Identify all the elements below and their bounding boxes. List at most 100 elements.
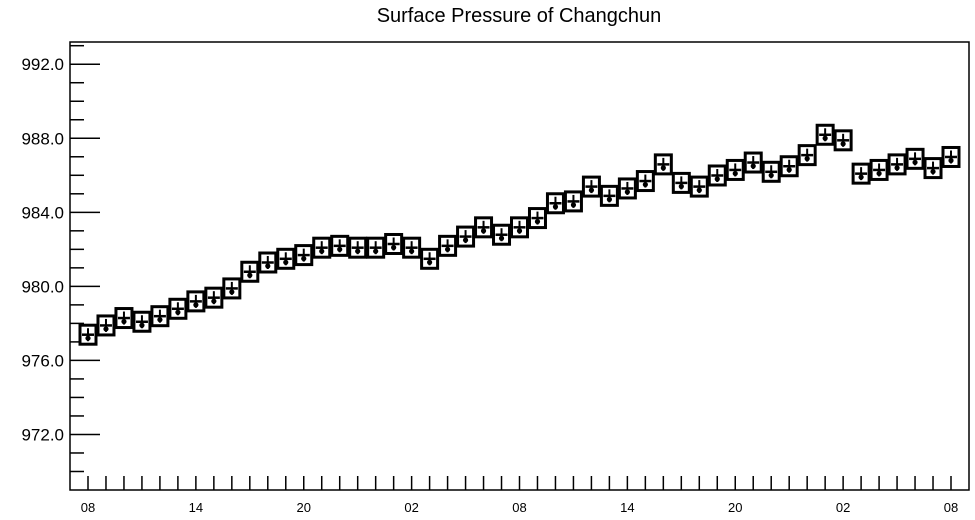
data-point xyxy=(150,305,170,328)
data-point xyxy=(276,247,296,270)
data-point xyxy=(671,171,691,194)
marker-dot xyxy=(462,237,469,243)
data-point xyxy=(186,290,206,313)
marker-dot xyxy=(876,170,882,177)
y-tick-label: 976.0 xyxy=(21,351,64,370)
x-tick-label: 14 xyxy=(189,500,203,515)
plot-frame xyxy=(69,41,970,491)
marker-dot xyxy=(588,187,595,193)
marker-dot xyxy=(732,170,738,177)
data-point xyxy=(222,277,242,300)
data-point xyxy=(527,207,547,230)
data-point xyxy=(851,162,871,185)
data-point xyxy=(707,164,727,187)
y-axis: 992.0 988.0 984.0 980.0 976.0 972.0 xyxy=(21,44,100,473)
marker-dot xyxy=(822,135,828,141)
data-point xyxy=(402,236,422,259)
marker-dot xyxy=(552,204,559,210)
x-tick-label: 02 xyxy=(836,500,850,515)
data-point xyxy=(312,236,332,259)
data-point xyxy=(492,223,512,246)
marker-dot xyxy=(265,263,271,269)
marker-dot xyxy=(427,259,433,265)
data-point xyxy=(635,170,655,193)
data-point xyxy=(725,158,745,181)
data-point xyxy=(761,160,781,183)
marker-dot xyxy=(373,248,379,254)
data-markers xyxy=(78,123,961,346)
marker-dot xyxy=(283,259,289,265)
data-point xyxy=(617,177,637,200)
data-point xyxy=(869,158,889,181)
data-point xyxy=(330,234,350,257)
data-point xyxy=(240,260,260,283)
data-point xyxy=(779,155,799,178)
marker-dot xyxy=(157,317,163,323)
marker-dot xyxy=(930,168,936,175)
y-tick-label: 988.0 xyxy=(21,129,64,148)
marker-dot xyxy=(804,156,810,162)
marker-dot xyxy=(894,165,900,171)
x-tick-label: 14 xyxy=(620,500,634,515)
data-point xyxy=(456,225,476,248)
x-axis: 08 14 20 02 08 14 20 02 08 xyxy=(81,476,958,515)
marker-dot xyxy=(948,157,954,164)
marker-dot xyxy=(570,202,577,208)
data-point xyxy=(887,153,907,176)
data-point xyxy=(168,297,188,320)
marker-dot xyxy=(750,163,756,169)
x-tick-label: 08 xyxy=(944,500,958,515)
marker-dot xyxy=(247,272,253,278)
data-point xyxy=(581,175,601,198)
marker-dot xyxy=(678,183,684,189)
marker-dot xyxy=(624,189,630,195)
data-point xyxy=(815,123,835,146)
marker-dot xyxy=(498,235,505,241)
y-tick-label: 984.0 xyxy=(21,203,64,222)
marker-dot xyxy=(480,228,487,234)
marker-dot xyxy=(211,298,217,304)
marker-dot xyxy=(444,246,451,252)
data-point xyxy=(510,216,529,239)
data-point xyxy=(420,247,440,270)
y-tick-label: 972.0 xyxy=(21,425,64,444)
marker-dot xyxy=(714,176,720,182)
marker-dot xyxy=(660,165,666,171)
data-point xyxy=(563,190,583,213)
marker-dot xyxy=(355,248,361,254)
marker-dot xyxy=(912,159,918,165)
marker-dot xyxy=(175,309,181,315)
x-tick-label: 20 xyxy=(728,500,742,515)
data-point xyxy=(743,151,763,174)
data-point xyxy=(653,153,673,176)
data-point xyxy=(132,310,152,333)
marker-dot xyxy=(858,174,864,180)
x-tick-label: 08 xyxy=(81,500,95,515)
marker-dot xyxy=(85,335,91,341)
marker-dot xyxy=(696,187,702,193)
data-point xyxy=(384,232,404,255)
data-point xyxy=(833,129,853,152)
data-point xyxy=(689,175,709,198)
data-point xyxy=(599,184,619,207)
x-tick-label: 08 xyxy=(512,500,526,515)
chart-title: Surface Pressure of Changchun xyxy=(377,5,662,27)
marker-dot xyxy=(606,196,612,202)
x-tick-label: 20 xyxy=(297,500,311,515)
marker-dot xyxy=(229,289,235,295)
data-point xyxy=(474,216,494,239)
marker-dot xyxy=(319,248,325,254)
data-point xyxy=(905,147,925,170)
data-point xyxy=(204,286,224,309)
marker-dot xyxy=(409,248,415,254)
marker-dot xyxy=(193,302,199,308)
data-point xyxy=(941,145,961,168)
data-point xyxy=(258,251,278,274)
data-point xyxy=(797,144,817,167)
marker-dot xyxy=(391,244,397,251)
marker-dot xyxy=(534,218,541,225)
marker-dot xyxy=(301,255,307,262)
x-tick-label: 02 xyxy=(404,500,418,515)
data-point xyxy=(545,192,565,215)
